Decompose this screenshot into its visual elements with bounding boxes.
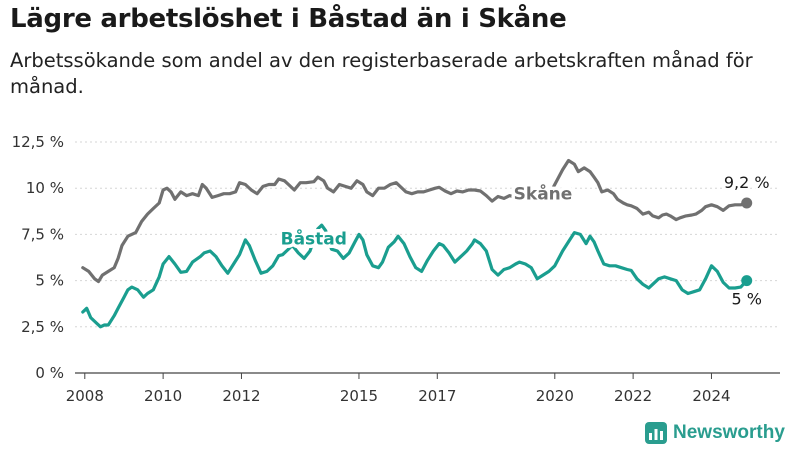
series-lines: [81, 158, 753, 329]
x-tick-label: 2008: [66, 387, 104, 405]
chart-subtitle: Arbetssökande som andel av den registerb…: [10, 49, 753, 98]
y-tick-label: 5 %: [35, 272, 64, 290]
chart-title: Lägre arbetslöshet i Båstad än i Skåne: [10, 4, 567, 34]
x-axis: 2008 2010 2012 2015 2017 2020 2022 2024: [66, 372, 780, 405]
end-value-label-b-stad: 5 %: [731, 290, 761, 309]
series-line-sk-ne: [81, 158, 749, 284]
end-marker-sk-ne: [741, 197, 753, 209]
x-tick-label: 2017: [418, 387, 456, 405]
newsworthy-brand[interactable]: Newsworthy: [645, 420, 785, 446]
y-tick-label: 12,5 %: [12, 133, 64, 151]
x-tick-label: 2010: [144, 387, 182, 405]
y-tick-label: 10 %: [26, 179, 64, 197]
series-labels: Skåne 9,2 % Båstad 5 %: [277, 170, 772, 311]
x-tick-label: 2024: [692, 387, 730, 405]
x-tick-label: 2022: [614, 387, 652, 405]
grid-lines: [75, 141, 780, 328]
end-value-label-sk-ne: 9,2 %: [724, 173, 770, 192]
y-axis: 0 % 2,5 % 5 % 7,5 % 10 % 12,5 %: [12, 133, 64, 382]
series-label-sk-ne: Skåne: [514, 182, 573, 204]
series-label-b-stad: Båstad: [281, 228, 347, 250]
y-tick-label: 0 %: [35, 364, 64, 382]
series-line-b-stad: [81, 223, 749, 329]
y-tick-label: 7,5 %: [21, 225, 64, 243]
brand-name: Newsworthy: [673, 422, 785, 443]
x-tick-label: 2012: [222, 387, 260, 405]
x-tick-label: 2015: [340, 387, 378, 405]
x-tick-label: 2020: [536, 387, 574, 405]
newsworthy-logo-icon: [645, 422, 667, 444]
end-marker-b-stad: [741, 275, 753, 287]
y-tick-label: 2,5 %: [21, 318, 64, 336]
